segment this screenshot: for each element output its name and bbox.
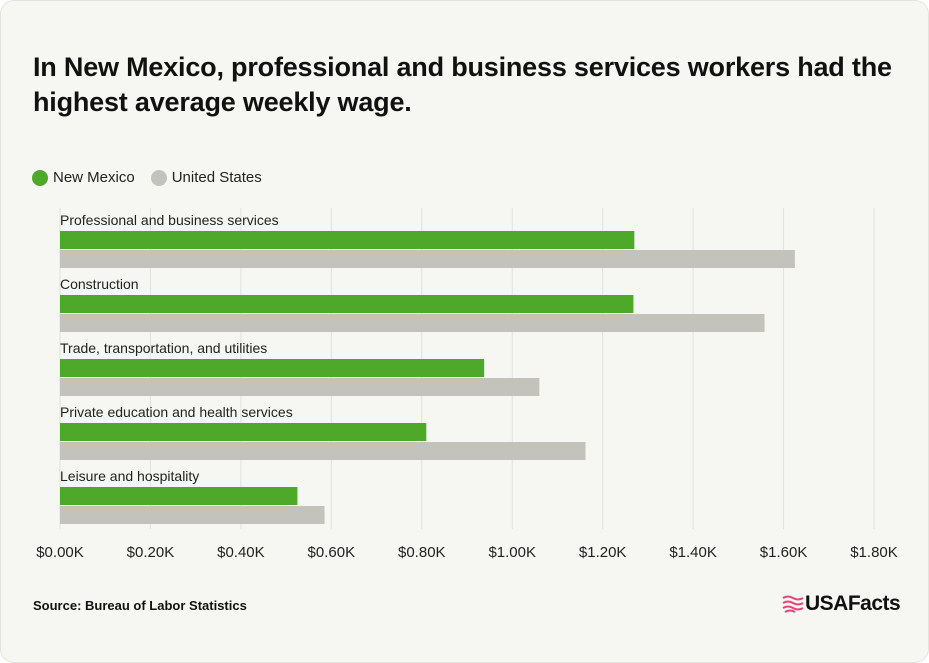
legend-swatch-new-mexico bbox=[32, 169, 48, 186]
bar-new-mexico bbox=[60, 295, 634, 313]
bar-united-states bbox=[60, 442, 586, 460]
category-label: Private education and health services bbox=[60, 404, 293, 420]
category-label: Construction bbox=[60, 276, 139, 292]
x-tick-label: $1.60K bbox=[760, 544, 808, 561]
legend-label-new-mexico: New Mexico bbox=[53, 169, 135, 186]
x-tick-label: $0.20K bbox=[127, 544, 175, 561]
bar-united-states bbox=[60, 314, 765, 332]
category-label: Leisure and hospitality bbox=[60, 468, 199, 484]
bar-new-mexico bbox=[60, 487, 298, 505]
x-tick-label: $0.60K bbox=[308, 544, 356, 561]
legend: New Mexico United States bbox=[32, 169, 278, 186]
x-tick-label: $1.40K bbox=[669, 544, 717, 561]
bar-united-states bbox=[60, 250, 795, 268]
bar-united-states bbox=[60, 506, 325, 524]
x-tick-label: $1.80K bbox=[850, 544, 898, 561]
x-tick-label: $1.20K bbox=[579, 544, 627, 561]
category-label: Trade, transportation, and utilities bbox=[60, 340, 267, 356]
usa-flag-icon bbox=[782, 595, 804, 613]
legend-swatch-united-states bbox=[150, 169, 167, 186]
bar-new-mexico bbox=[60, 231, 635, 249]
x-tick-label: $1.00K bbox=[488, 544, 536, 561]
usafacts-logo: USAFacts bbox=[781, 592, 901, 616]
bar-chart: $0.00K $0.20K $0.40K $0.60K $0.80K $1.00K $1.2… bbox=[36, 208, 898, 561]
legend-item-new-mexico: New Mexico bbox=[32, 169, 135, 186]
x-tick-label: $0.00K bbox=[36, 544, 84, 561]
source-note: Source: Bureau of Labor Statistics bbox=[33, 598, 247, 613]
category-label: Professional and business services bbox=[60, 212, 279, 228]
x-tick-label: $0.40K bbox=[217, 544, 265, 561]
x-tick-label: $0.80K bbox=[398, 544, 446, 561]
legend-label-united-states: United States bbox=[171, 169, 262, 186]
chart-title: In New Mexico, professional and business… bbox=[33, 52, 892, 117]
logo-text: USAFacts bbox=[805, 592, 901, 615]
bar-new-mexico bbox=[60, 423, 427, 441]
bar-united-states bbox=[60, 378, 540, 396]
bar-new-mexico bbox=[60, 359, 485, 377]
legend-item-united-states: United States bbox=[150, 169, 262, 186]
